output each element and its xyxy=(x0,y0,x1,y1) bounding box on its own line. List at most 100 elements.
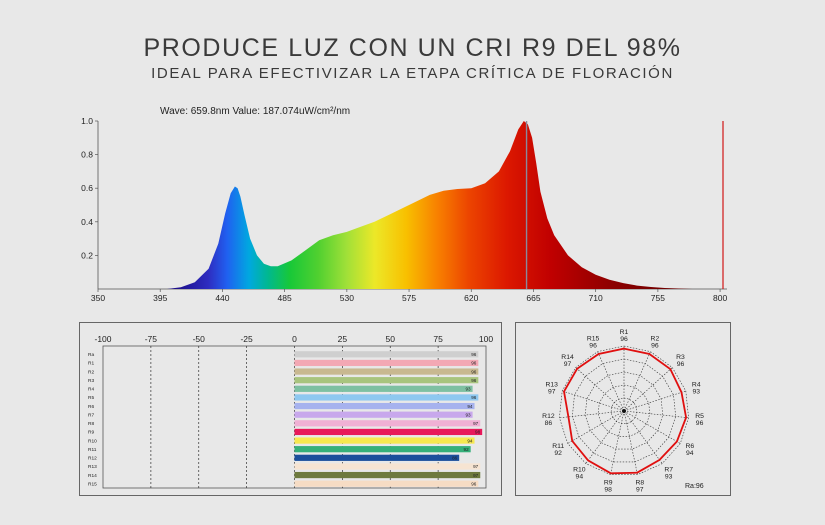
cri-bar-value-label: 96 xyxy=(471,378,477,383)
radar-axis-label: R4 xyxy=(692,382,701,389)
bar-x-tick-label: 50 xyxy=(386,334,396,344)
bar-category-label: R14 xyxy=(88,473,97,479)
bar-x-tick-label: 100 xyxy=(479,334,493,344)
radar-value-label: 96 xyxy=(696,420,704,427)
bar-x-tick-label: -75 xyxy=(145,334,158,344)
bar-category-label: R12 xyxy=(88,456,97,462)
radar-value-label: 93 xyxy=(692,389,700,396)
bar-category-label: R15 xyxy=(88,481,97,487)
bar-category-label: R2 xyxy=(88,369,94,375)
radar-spoke xyxy=(562,390,625,412)
cri-bar xyxy=(294,402,475,410)
spectrum-y-tick-label: 0.8 xyxy=(81,150,93,160)
spectrum-x-tick-label: 575 xyxy=(402,293,416,303)
radar-axis-label: R14 xyxy=(561,354,574,361)
cri-bar xyxy=(294,394,479,401)
cri-bar-value-label: 94 xyxy=(467,438,473,443)
radar-spoke xyxy=(623,410,689,419)
spectrum-x-tick-label: 755 xyxy=(651,293,665,303)
radar-center-dot xyxy=(622,409,626,413)
radar-ring xyxy=(571,358,677,463)
cri-bar xyxy=(294,351,479,358)
radar-axis-label: R9 xyxy=(604,479,613,486)
radar-axis-label: R3 xyxy=(676,354,685,361)
radar-spoke xyxy=(575,367,625,412)
cri-bar-value-label: 96 xyxy=(471,369,477,374)
radar-value-label: 93 xyxy=(665,473,673,480)
bar-category-label: R6 xyxy=(88,404,94,410)
page-title: PRODUCE LUZ CON UN CRI R9 DEL 98% xyxy=(143,34,682,62)
radar-ring xyxy=(597,384,651,437)
cri-bar xyxy=(294,377,479,384)
radar-value-label: 86 xyxy=(545,420,553,427)
bar-category-label: R5 xyxy=(88,395,94,401)
cri-bar xyxy=(294,420,481,427)
cri-radar-panel xyxy=(515,322,731,496)
cri-bar xyxy=(294,446,471,453)
bar-category-label: R1 xyxy=(88,361,94,367)
spectrum-x-tick-label: 710 xyxy=(589,293,603,303)
radar-axis-label: R2 xyxy=(651,336,660,343)
cri-bar-value-label: 96 xyxy=(471,361,477,366)
radar-axis-label: R15 xyxy=(587,336,600,343)
spectrum-x-tick-label: 620 xyxy=(464,293,478,303)
radar-value-label: 97 xyxy=(548,389,556,396)
radar-series xyxy=(563,347,688,475)
radar-spoke xyxy=(585,410,625,464)
radar-axis-label: R11 xyxy=(552,443,564,450)
spectrum-area xyxy=(111,121,693,289)
radar-axis-label: R5 xyxy=(695,413,704,420)
bar-category-label: R7 xyxy=(88,412,94,418)
cri-bar xyxy=(294,437,475,444)
radar-axis-label: R8 xyxy=(635,479,644,486)
spectrum-x-tick-label: 665 xyxy=(526,293,540,303)
radar-spoke xyxy=(623,410,638,475)
bar-category-label: R9 xyxy=(88,430,94,436)
cri-bar-value-label: 93 xyxy=(465,412,471,417)
cri-bar xyxy=(294,359,479,367)
cri-bar-value-label: 96 xyxy=(471,481,477,486)
spectrum-x-tick-label: 350 xyxy=(91,293,105,303)
spectrum-y-tick-label: 0.4 xyxy=(81,217,93,227)
radar-axis-label: R6 xyxy=(685,443,694,450)
cri-bar-value-label: 96 xyxy=(471,352,477,357)
page-subtitle: IDEAL PARA EFECTIVIZAR LA ETAPA CRÍTICA … xyxy=(151,65,674,82)
spectrum-x-tick-label: 395 xyxy=(153,293,167,303)
bar-category-label: R11 xyxy=(88,447,97,453)
cri-bar-value-label: 96 xyxy=(471,395,477,400)
radar-spoke xyxy=(623,390,686,412)
cri-bar-value-label: 97 xyxy=(473,464,479,469)
bar-x-tick-label: 25 xyxy=(338,334,348,344)
radar-axis-label: R12 xyxy=(542,413,555,420)
bar-category-label: Ra xyxy=(88,352,94,358)
cri-bar-value-label: 97 xyxy=(473,421,479,426)
cri-bar-value-label: 98 xyxy=(475,430,481,435)
cri-bar xyxy=(294,428,483,436)
radar-spoke xyxy=(623,351,651,412)
radar-value-label: 96 xyxy=(651,343,659,350)
cri-bar-value-label: 94 xyxy=(467,404,473,409)
spectrum-y-tick-label: 0.2 xyxy=(81,250,93,260)
radar-value-label: 96 xyxy=(589,343,597,350)
radar-spoke xyxy=(623,410,663,464)
spectrum-y-tick-label: 1.0 xyxy=(81,116,93,126)
bar-x-tick-label: -50 xyxy=(193,334,206,344)
bar-x-tick-label: 0 xyxy=(292,334,297,344)
cri-bar xyxy=(294,368,479,375)
bar-x-tick-label: 75 xyxy=(433,334,443,344)
cri-bar-value-label: 92 xyxy=(464,447,470,452)
cri-bar xyxy=(294,385,473,392)
radar-ra-label: Ra:96 xyxy=(685,483,704,490)
spectrum-readout: Wave: 659.8nm Value: 187.074uW/cm²/nm xyxy=(160,106,350,117)
radar-value-label: 94 xyxy=(686,450,694,457)
bar-category-label: R13 xyxy=(88,464,97,470)
cri-bar xyxy=(294,454,460,461)
radar-axis-label: R10 xyxy=(573,466,586,473)
bar-category-label: R10 xyxy=(88,438,97,444)
spectrum-x-tick-label: 485 xyxy=(278,293,292,303)
radar-value-label: 98 xyxy=(604,486,612,493)
radar-axis-label: R7 xyxy=(664,466,673,473)
cri-bar-chart: -100 -75 -50 -25 0 25 50 75 100 Ra 96 R1 96 R2 96 R3 96 R… xyxy=(88,334,493,489)
radar-value-label: 92 xyxy=(554,450,562,457)
